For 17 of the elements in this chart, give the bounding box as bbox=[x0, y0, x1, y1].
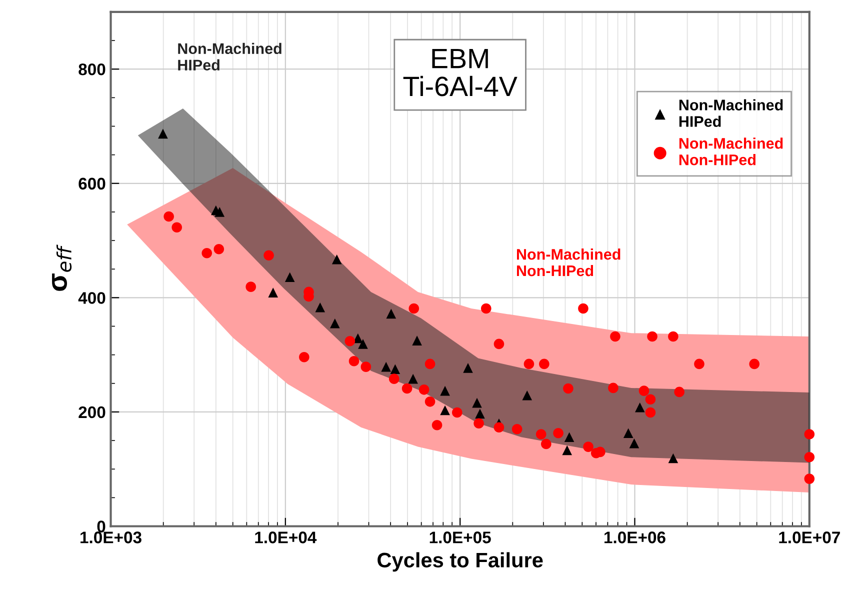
x-tick-label: 1.0E+07 bbox=[779, 532, 840, 544]
annotation: Non-Machined Non-HIPed bbox=[516, 248, 620, 276]
x-tick-label: 1.0E+04 bbox=[255, 532, 317, 544]
y-tick-label: 0 bbox=[97, 520, 106, 532]
x-tick-label: 1.0E+05 bbox=[430, 532, 491, 544]
y-axis-title: σ$_{eff}$ bbox=[52, 244, 72, 291]
y-tick-label: 400 bbox=[78, 292, 106, 304]
legend-label: Non-Machined HIPed bbox=[679, 99, 783, 127]
annotation: Non-Machined HIPed bbox=[178, 42, 282, 70]
text: EBM Ti-6Al-4V bbox=[403, 48, 518, 96]
x-tick-label: 1.0E+03 bbox=[80, 532, 142, 544]
y-tick-label: 200 bbox=[78, 406, 106, 418]
x-axis-title: Cycles to Failure bbox=[378, 552, 543, 572]
x-tick-label: 1.0E+06 bbox=[604, 532, 666, 544]
y-tick-label: 800 bbox=[78, 64, 106, 76]
y-tick-label: 600 bbox=[78, 178, 106, 190]
legend-label: Non-Machined Non-HIPed bbox=[679, 138, 783, 166]
